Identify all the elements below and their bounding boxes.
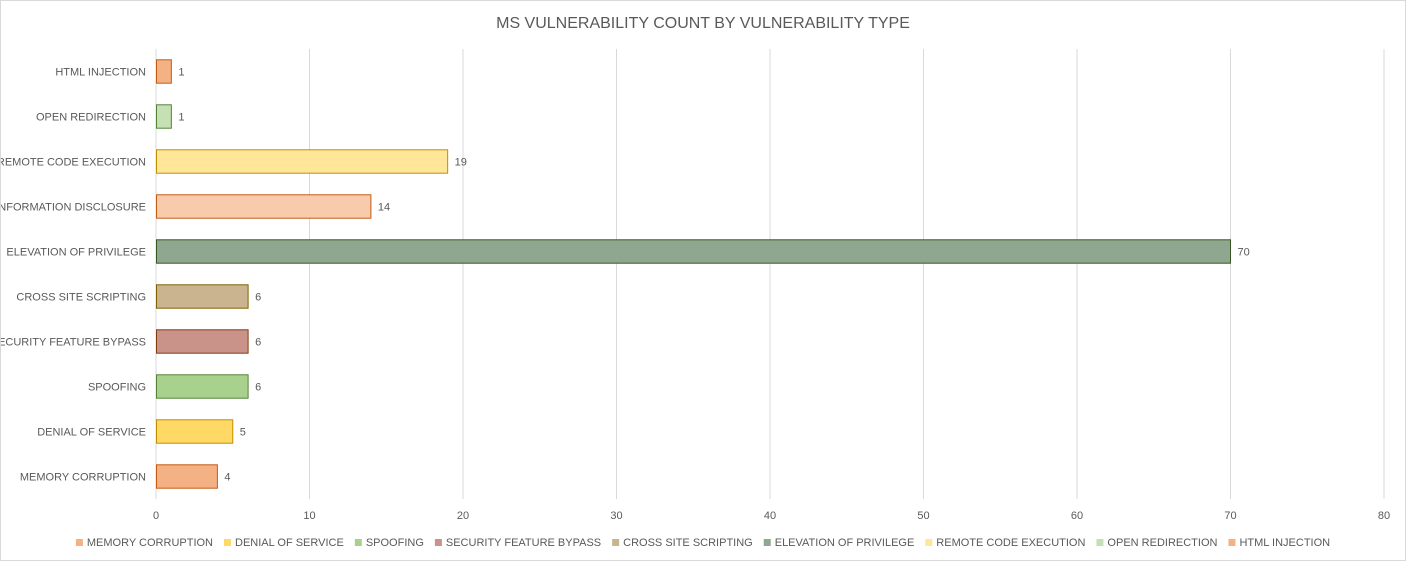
category-label-remote-code-execution: REMOTE CODE EXECUTION <box>1 157 146 169</box>
legend-swatch <box>75 539 83 546</box>
category-label-open-redirection: OPEN REDIRECTION <box>36 112 146 124</box>
x-tick-label: 70 <box>1224 510 1236 522</box>
legend-swatch <box>763 539 771 546</box>
data-labels: 4 5 6 6 6 70 14 19 1 1 <box>178 67 1249 484</box>
category-label-elevation-of-privilege: ELEVATION OF PRIVILEGE <box>6 247 146 259</box>
x-tick-label: 0 <box>153 510 159 522</box>
legend-label: HTML INJECTION <box>1239 537 1330 549</box>
category-label-cross-site-scripting: CROSS SITE SCRIPTING <box>16 292 146 304</box>
category-label-denial-of-service: DENIAL OF SERVICE <box>37 427 146 439</box>
legend-swatch <box>434 539 442 546</box>
grid-lines <box>155 49 1385 499</box>
legend-item-spoofing: SPOOFING <box>354 537 424 549</box>
legend-label: SPOOFING <box>366 537 424 549</box>
category-label-information-disclosure: INFORMATION DISCLOSURE <box>1 202 146 214</box>
legend-item-cross-site-scripting: CROSS SITE SCRIPTING <box>612 537 753 549</box>
category-label-spoofing: SPOOFING <box>88 382 146 394</box>
bar-html-injection <box>156 59 172 84</box>
data-label-security-feature-bypass: 6 <box>255 337 261 349</box>
data-label-spoofing: 6 <box>255 382 261 394</box>
bars <box>156 59 1231 489</box>
bar-spoofing <box>156 374 249 399</box>
x-tick-label: 20 <box>457 510 469 522</box>
bar-open-redirection <box>156 104 172 129</box>
x-tick-label: 30 <box>610 510 622 522</box>
legend-swatch <box>224 539 232 546</box>
bar-information-disclosure <box>156 194 372 219</box>
x-tick-label: 80 <box>1378 510 1390 522</box>
legend-swatch <box>1228 539 1236 546</box>
bar-security-feature-bypass <box>156 329 249 354</box>
legend-item-html-injection: HTML INJECTION <box>1228 537 1330 549</box>
legend-item-remote-code-execution: REMOTE CODE EXECUTION <box>925 537 1085 549</box>
legend-item-open-redirection: OPEN REDIRECTION <box>1096 537 1217 549</box>
legend-label: DENIAL OF SERVICE <box>235 537 344 549</box>
legend-swatch <box>1096 539 1104 546</box>
legend-label: OPEN REDIRECTION <box>1107 537 1217 549</box>
data-label-cross-site-scripting: 6 <box>255 292 261 304</box>
category-label-memory-corruption: MEMORY CORRUPTION <box>20 472 146 484</box>
legend-item-denial-of-service: DENIAL OF SERVICE <box>224 537 344 549</box>
legend-swatch <box>612 539 620 546</box>
legend: MEMORY CORRUPTION DENIAL OF SERVICE SPOOFI… <box>75 537 1330 549</box>
bar-elevation-of-privilege <box>156 239 1231 264</box>
legend-item-memory-corruption: MEMORY CORRUPTION <box>75 537 213 549</box>
category-label-security-feature-bypass: SECURITY FEATURE BYPASS <box>1 337 146 349</box>
x-tick-label: 50 <box>917 510 929 522</box>
data-label-elevation-of-privilege: 70 <box>1238 247 1250 259</box>
category-label-html-injection: HTML INJECTION <box>55 67 146 79</box>
data-label-remote-code-execution: 19 <box>455 157 467 169</box>
bar-cross-site-scripting <box>156 284 249 309</box>
legend-item-security-feature-bypass: SECURITY FEATURE BYPASS <box>434 537 601 549</box>
category-labels: MEMORY CORRUPTION DENIAL OF SERVICE SPOOFI… <box>1 67 146 484</box>
bar-remote-code-execution <box>156 149 449 174</box>
data-label-information-disclosure: 14 <box>378 202 390 214</box>
data-label-open-redirection: 1 <box>178 112 184 124</box>
x-axis-ticks: 0 10 20 30 40 50 60 70 80 <box>153 510 1390 522</box>
chart-title: MS VULNERABILITY COUNT BY VULNERABILITY … <box>496 15 910 32</box>
legend-label: REMOTE CODE EXECUTION <box>936 537 1085 549</box>
data-label-denial-of-service: 5 <box>240 427 246 439</box>
data-label-html-injection: 1 <box>178 67 184 79</box>
bar-denial-of-service <box>156 419 234 444</box>
legend-label: MEMORY CORRUPTION <box>87 537 213 549</box>
bar-memory-corruption <box>156 464 218 489</box>
legend-swatch <box>354 539 362 546</box>
legend-label: CROSS SITE SCRIPTING <box>623 537 753 549</box>
legend-item-elevation-of-privilege: ELEVATION OF PRIVILEGE <box>763 537 915 549</box>
data-label-memory-corruption: 4 <box>224 472 230 484</box>
legend-swatch <box>925 539 933 546</box>
x-tick-label: 60 <box>1071 510 1083 522</box>
legend-label: SECURITY FEATURE BYPASS <box>446 537 601 549</box>
x-tick-label: 10 <box>303 510 315 522</box>
x-tick-label: 40 <box>764 510 776 522</box>
legend-label: ELEVATION OF PRIVILEGE <box>775 537 915 549</box>
